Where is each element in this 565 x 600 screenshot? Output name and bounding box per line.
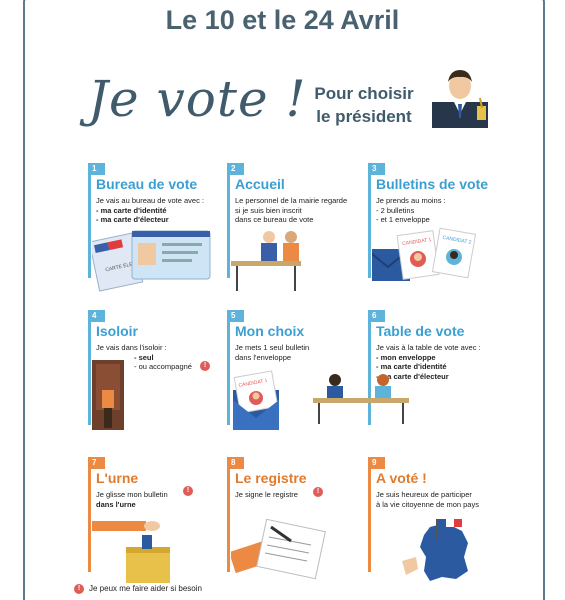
step-description: Je suis heureux de participer à la vie c… <box>376 490 479 509</box>
step-description: Je vais au bureau de vote avec : - ma ca… <box>96 196 204 224</box>
ballots-illustration: CANDIDAT 1 CANDIDAT 2 <box>372 227 477 281</box>
help-footnote: ! Je peux me faire aider si besoin <box>74 584 202 594</box>
step-title: Mon choix <box>235 323 305 339</box>
step-description: Je vais dans l'isoloir : - seul - ou acc… <box>96 343 192 371</box>
step-number: 6 <box>368 310 385 322</box>
step-accent-bar <box>368 457 371 572</box>
step-accent-bar <box>368 163 371 278</box>
register-signing-illustration <box>231 518 326 580</box>
step-number: 4 <box>88 310 105 322</box>
voting-table-illustration <box>313 374 409 424</box>
step-a-vote: 9 A voté ! Je suis heureux de participer… <box>368 457 518 592</box>
step-number: 2 <box>227 163 244 175</box>
step-bureau-de-vote: 1 Bureau de vote Je vais au bureau de vo… <box>88 163 238 298</box>
subtitle-line-2: le président <box>316 107 412 126</box>
step-accent-bar <box>368 310 371 425</box>
step-title: A voté ! <box>376 470 427 486</box>
subtitle: Pour choisir le président <box>300 82 428 128</box>
step-accent-bar <box>88 163 91 278</box>
step-accent-bar <box>227 163 230 278</box>
step-bulletins: 3 Bulletins de vote Je prends au moins :… <box>368 163 518 298</box>
step-title: Accueil <box>235 176 285 192</box>
step-number: 3 <box>368 163 385 175</box>
reception-desk-illustration <box>231 231 301 291</box>
step-title: Table de vote <box>376 323 465 339</box>
step-mon-choix: 5 Mon choix Je mets 1 seul bulletin dans… <box>227 310 377 445</box>
je-vote-logo: Je vote ! <box>88 70 307 128</box>
candidat1-label: CANDIDAT 1 <box>402 237 432 247</box>
voting-booth-illustration <box>92 360 124 430</box>
france-map-illustration <box>402 519 468 581</box>
step-title: Isoloir <box>96 323 139 339</box>
envelope-ballot-illustration: CANDIDAT 1 <box>233 370 279 430</box>
step-accent-bar <box>227 310 230 425</box>
step-accent-bar <box>88 310 91 425</box>
step-urne: 7 L'urne ! Je glisse mon bulletin dans l… <box>88 457 238 592</box>
help-alert-icon: ! <box>74 584 84 594</box>
step-accent-bar <box>88 457 91 572</box>
step-description: Le personnel de la mairie regarde si je … <box>235 196 348 224</box>
step-description: Je vais à la table de vote avec : - mon … <box>376 343 481 381</box>
subtitle-line-1: Pour choisir <box>314 84 414 103</box>
step-table-de-vote: 6 Table de vote Je vais à la table de vo… <box>313 310 518 445</box>
step-number: 9 <box>368 457 385 469</box>
step-description: Je glisse mon bulletin dans l'urne <box>96 490 168 509</box>
step-number: 5 <box>227 310 244 322</box>
step-accent-bar <box>227 457 230 572</box>
candidat2-label: CANDIDAT 2 <box>442 235 472 246</box>
step-accueil: 2 Accueil Le personnel de la mairie rega… <box>227 163 377 298</box>
help-alert-icon: ! <box>183 486 193 496</box>
step-title: Bureau de vote <box>96 176 198 192</box>
step-title: Bulletins de vote <box>376 176 489 192</box>
step-title: L'urne <box>96 470 139 486</box>
step-isoloir: 4 Isoloir Je vais dans l'isoloir : - seu… <box>88 310 238 445</box>
president-icon <box>432 70 488 128</box>
step-description: Je signe le registre <box>235 490 298 499</box>
candidat-label: CANDIDAT 1 <box>238 378 268 389</box>
step-title: Le registre <box>235 470 307 486</box>
help-alert-icon: ! <box>313 487 323 497</box>
help-alert-icon: ! <box>200 361 210 371</box>
step-number: 1 <box>88 163 105 175</box>
step-description: Je prends au moins : - 2 bulletins - et … <box>376 196 446 224</box>
step-number: 8 <box>227 457 244 469</box>
step-number: 7 <box>88 457 105 469</box>
step-description: Je mets 1 seul bulletin dans l'enveloppe <box>235 343 310 362</box>
poster-frame <box>23 0 545 600</box>
date-title: Le 10 et le 24 Avril <box>165 5 400 35</box>
step-registre: 8 Le registre ! Je signe le registre <box>227 457 377 592</box>
ballot-box-illustration <box>92 521 170 583</box>
id-cards-illustration: CARTE ÉLECTORALE <box>92 230 211 292</box>
